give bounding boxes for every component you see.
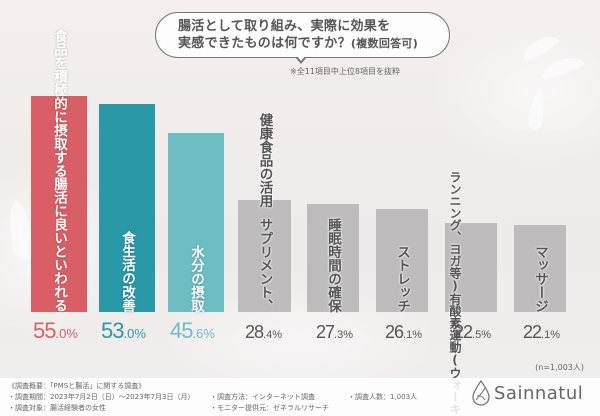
subtitle-note: ※全11項目中上位8項目を抜粋	[290, 67, 400, 76]
value-label: 28.4%	[245, 322, 282, 342]
bubble-tail-inner	[296, 56, 305, 61]
brand-name: Sainnatul	[494, 382, 584, 404]
value-label: 22.5%	[454, 322, 491, 342]
bar-water-intake: 水分の摂取	[168, 133, 224, 312]
footer	[0, 378, 600, 416]
value-label: 26.1%	[385, 322, 422, 342]
bar-label: 睡眠時間の確保	[325, 217, 341, 313]
survey-provider: ・モニター提供元：ゼネラルリサーチ	[210, 404, 329, 412]
bar-label: 食生活の改善	[119, 231, 135, 312]
value-label: 27.3%	[316, 322, 353, 342]
bar-massage: マッサージ	[514, 225, 566, 312]
survey-period: ・調査期間：2023年7月2日（日）～2023年7月3日（月）	[8, 393, 195, 401]
bar-food-intake: 腸活に良いといわれる 食品を積極的に摂取する	[31, 28, 87, 313]
value-label: 22.1%	[523, 322, 560, 342]
bar-sleep: 睡眠時間の確保	[307, 204, 359, 312]
bar-label: サプリメント、 健康食品の活用	[256, 113, 273, 312]
bar-diet-improvement: 食生活の改善	[99, 104, 155, 312]
drop-leaf-icon	[472, 380, 490, 406]
sample-size: (n=1,003人)	[535, 363, 584, 372]
survey-method: ・調査方法：インターネット調査	[210, 393, 315, 401]
bar-label: マッサージ	[532, 244, 548, 313]
title-line-1: 腸活として取り組み、実際に効果を	[178, 19, 391, 34]
title-line-2: 実感できたものは何ですか？(複数回答可)	[178, 36, 419, 51]
title-bubble: 腸活として取り組み、実際に効果を 実感できたものは何ですか？(複数回答可)	[155, 12, 450, 58]
value-label: 45.6%	[170, 318, 215, 343]
survey-target: ・調査対象：腸活経験者の女性	[8, 404, 106, 412]
value-label: 53.0%	[101, 318, 146, 343]
bar-label: ストレッチ	[394, 244, 410, 313]
bar-label: 有酸素運動(ウォーキング、 ランニング、ヨガ等)	[448, 171, 462, 416]
bar-stretch: ストレッチ	[376, 209, 428, 312]
bar-supplements: サプリメント、 健康食品の活用	[238, 113, 291, 312]
survey-overview: 《調査概要：「PMSと腸活」に関する調査》	[8, 382, 146, 390]
bar-aerobic-exercise: 有酸素運動(ウォーキング、 ランニング、ヨガ等)	[445, 171, 497, 416]
bar-label: 腸活に良いといわれる 食品を積極的に摂取する	[51, 28, 67, 313]
survey-count: ・調査人数：1,003人	[348, 393, 418, 401]
bar-label: 水分の摂取	[188, 244, 204, 313]
brand-logo: Sainnatul	[472, 380, 583, 406]
value-label: 55.0%	[33, 318, 78, 343]
